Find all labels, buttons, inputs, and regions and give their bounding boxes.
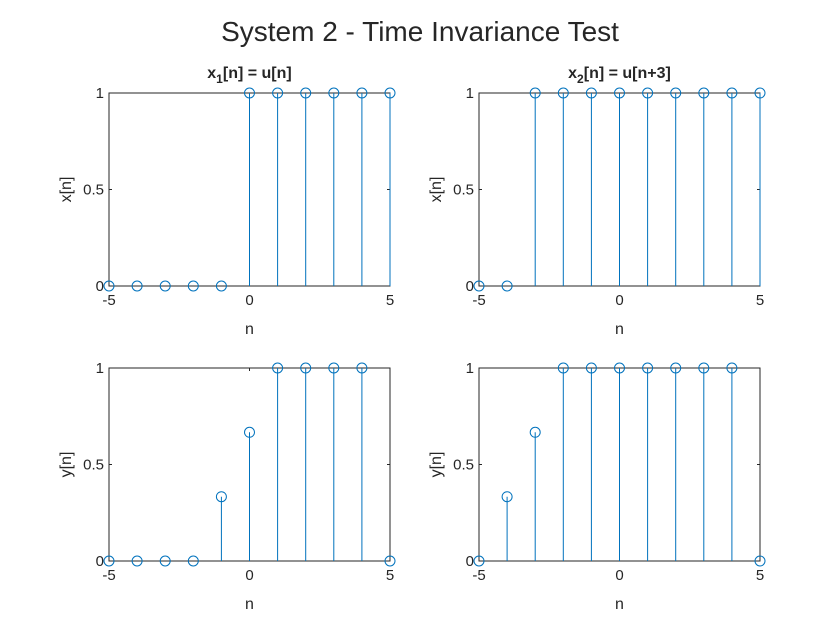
stem-marker: [131, 280, 143, 292]
stem-marker: [103, 280, 115, 292]
stem-marker: [726, 362, 738, 374]
stem-marker: [103, 555, 115, 567]
y-tick-label: 0: [466, 553, 474, 570]
x-tick-label: 0: [615, 567, 623, 584]
stem-marker: [384, 87, 396, 99]
stem-marker: [614, 87, 625, 99]
x-tick-label: -5: [472, 567, 485, 584]
stem-marker: [642, 87, 654, 99]
subplot-title-rest: [n] = u[n]: [223, 65, 292, 82]
stem-marker: [698, 87, 710, 99]
stem-marker: [272, 87, 284, 99]
x-tick-label: 5: [756, 567, 764, 584]
stem-marker: [187, 280, 199, 292]
stem-marker: [356, 362, 368, 374]
y-axis-label: x[n]: [428, 177, 445, 203]
x-axis-label: n: [615, 596, 624, 613]
stem-marker: [244, 426, 255, 438]
stem-marker: [754, 87, 766, 99]
stem-marker: [187, 555, 199, 567]
stem-marker: [300, 87, 312, 99]
stem-marker: [384, 555, 396, 567]
stem-marker: [159, 280, 171, 292]
x-axis-label: n: [245, 596, 254, 613]
stem-marker: [159, 555, 171, 567]
stem-marker: [754, 555, 766, 567]
stem-marker: [215, 491, 227, 503]
stem-marker: [557, 87, 569, 99]
y-axis-label: x[n]: [58, 177, 75, 203]
y-tick-label: 0.5: [83, 182, 104, 199]
stem-marker: [557, 362, 569, 374]
x-tick-label: 5: [386, 292, 394, 309]
y-tick-label: 0.5: [453, 182, 474, 199]
subplot-title-subscript: 1: [216, 72, 223, 86]
y-tick-label: 1: [466, 85, 474, 102]
subplot-title-base: x: [207, 65, 216, 82]
y-tick-label: 1: [466, 360, 474, 377]
stem-marker: [328, 87, 340, 99]
stem-marker: [131, 555, 143, 567]
stem-marker: [726, 87, 738, 99]
x-tick-label: 0: [245, 567, 253, 584]
stem-marker: [670, 87, 682, 99]
stem-marker: [698, 362, 710, 374]
stem-marker: [501, 491, 513, 503]
subplot-title: x2[n] = u[n+3]: [568, 65, 671, 86]
y-axis-label: y[n]: [58, 452, 75, 478]
x-tick-label: -5: [102, 292, 115, 309]
stem-marker: [272, 362, 284, 374]
stem-marker: [642, 362, 654, 374]
stem-marker: [328, 362, 340, 374]
x-tick-label: 0: [615, 292, 623, 309]
y-axis-label: y[n]: [428, 452, 445, 478]
subplot-title: x1[n] = u[n]: [207, 65, 291, 86]
x-axis-label: n: [245, 321, 254, 338]
subplot-title-subscript: 2: [577, 72, 584, 86]
y-tick-label: 0.5: [83, 457, 104, 474]
figure-title: System 2 - Time Invariance Test: [221, 16, 619, 47]
y-tick-label: 1: [96, 360, 104, 377]
x-axis-label: n: [615, 321, 624, 338]
stem-marker: [473, 555, 485, 567]
y-tick-label: 0.5: [453, 457, 474, 474]
stem-marker: [585, 362, 597, 374]
stem-marker: [529, 87, 541, 99]
stem-marker: [529, 426, 541, 438]
stem-marker: [244, 87, 255, 99]
stem-marker: [300, 362, 312, 374]
stem-marker: [670, 362, 682, 374]
y-tick-label: 0: [96, 553, 104, 570]
stem-marker: [501, 280, 513, 292]
subplot-title-rest: [n] = u[n+3]: [584, 65, 671, 82]
stem-marker: [473, 280, 485, 292]
stem-marker: [585, 87, 597, 99]
x-tick-label: 5: [756, 292, 764, 309]
x-tick-label: -5: [102, 567, 115, 584]
y-tick-label: 0: [96, 278, 104, 295]
stem-marker: [215, 280, 227, 292]
x-tick-label: 0: [245, 292, 253, 309]
stem-marker: [356, 87, 368, 99]
stem-marker: [614, 362, 625, 374]
y-tick-label: 0: [466, 278, 474, 295]
x-tick-label: 5: [386, 567, 394, 584]
y-tick-label: 1: [96, 85, 104, 102]
x-tick-label: -5: [472, 292, 485, 309]
subplot-title-base: x: [568, 65, 577, 82]
